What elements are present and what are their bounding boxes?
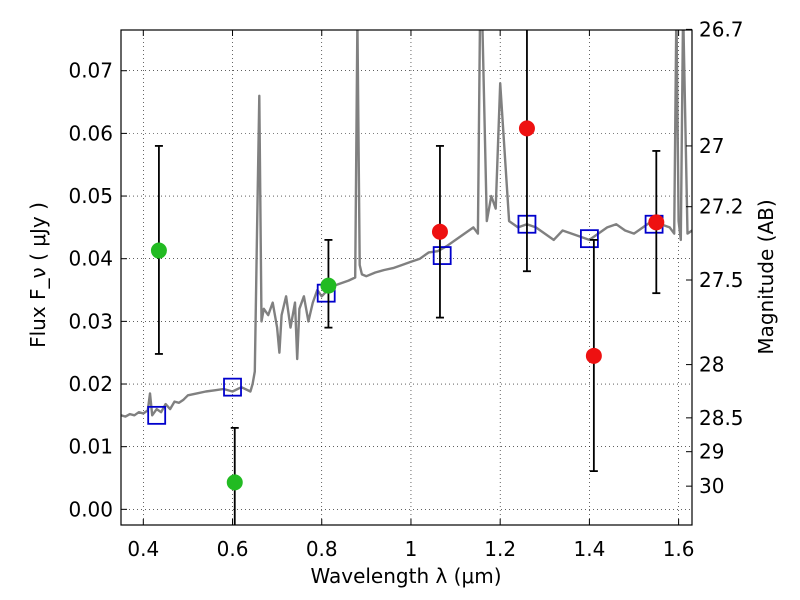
x-axis-label: Wavelength λ (μm): [310, 564, 501, 588]
y-tick-label: 0.00: [68, 497, 113, 521]
x-tick-label: 0.8: [306, 537, 338, 561]
plot-area: [121, 30, 692, 525]
right-tick-label: 27: [699, 134, 724, 158]
observed-point: [320, 277, 337, 294]
y-tick-label: 0.03: [68, 309, 113, 333]
model-photometry-square: [579, 229, 599, 249]
y-tick-label: 0.04: [68, 247, 113, 271]
right-tick-label: 26.7: [699, 17, 744, 41]
right-tick-label: 30: [699, 474, 724, 498]
x-tick-label: 1.4: [573, 537, 605, 561]
observed-point: [648, 214, 665, 231]
right-tick-label: 28.5: [699, 406, 744, 430]
y-tick-label: 0.06: [68, 121, 113, 145]
model-photometry-square: [223, 377, 242, 397]
gridlines: [121, 30, 692, 525]
x-tick-label: 0.4: [127, 537, 159, 561]
observed-point: [226, 474, 243, 491]
y-tick-label: 0.05: [68, 184, 113, 208]
model-spectrum-line: [121, 30, 692, 418]
right-tick-label: 29: [699, 440, 724, 464]
y-axis-label-right: Magnitude (AB): [754, 199, 778, 354]
x-tick-label: 0.6: [217, 537, 249, 561]
x-tick-label: 1: [405, 537, 418, 561]
observed-point: [585, 347, 602, 364]
model-photometry-square: [147, 405, 167, 425]
right-tick-label: 27.5: [699, 268, 744, 292]
y-axis-label-left: Flux F_ν ( μJy ): [26, 202, 50, 348]
x-tick-label: 1.2: [484, 537, 516, 561]
model-photometry-square: [432, 246, 452, 265]
observed-point: [518, 120, 535, 137]
axis-ticks: 0.4 0.6 0.8 1 1.2 1.4 1.6 0.00 0.01 0.02 0.03 0.04 0…: [68, 17, 743, 561]
right-tick-label: 28: [699, 353, 724, 377]
x-tick-label: 1.6: [663, 537, 695, 561]
y-tick-label: 0.02: [68, 372, 113, 396]
plot-frame: [120, 29, 693, 526]
y-tick-label: 0.07: [68, 59, 113, 83]
y-tick-label: 0.01: [68, 435, 113, 459]
right-tick-label: 27.2: [699, 195, 744, 219]
observed-point: [431, 223, 448, 240]
observed-point: [150, 242, 167, 259]
